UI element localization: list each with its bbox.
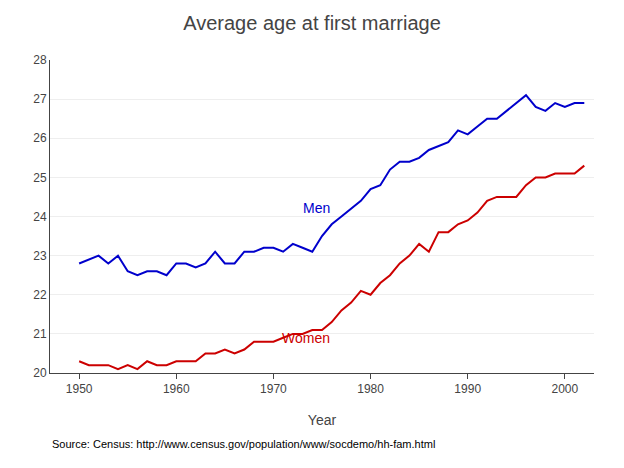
svg-text:Women: Women <box>282 330 330 346</box>
svg-text:1980: 1980 <box>357 382 384 396</box>
svg-text:Average age at first marriage: Average age at first marriage <box>183 12 441 34</box>
svg-text:22: 22 <box>33 288 47 302</box>
svg-text:1970: 1970 <box>260 382 287 396</box>
svg-text:Year: Year <box>308 412 337 428</box>
svg-text:24: 24 <box>33 210 47 224</box>
svg-text:21: 21 <box>33 327 47 341</box>
svg-text:1950: 1950 <box>66 382 93 396</box>
svg-text:1990: 1990 <box>454 382 481 396</box>
svg-text:25: 25 <box>33 171 47 185</box>
svg-text:20: 20 <box>33 366 47 380</box>
svg-text:2000: 2000 <box>552 382 579 396</box>
svg-text:28: 28 <box>33 53 47 67</box>
svg-text:Source: Census: http://www.cen: Source: Census: http://www.census.gov/po… <box>52 438 435 450</box>
svg-text:Men: Men <box>303 200 330 216</box>
svg-text:27: 27 <box>33 92 47 106</box>
svg-text:1960: 1960 <box>163 382 190 396</box>
svg-text:23: 23 <box>33 249 47 263</box>
svg-text:26: 26 <box>33 131 47 145</box>
